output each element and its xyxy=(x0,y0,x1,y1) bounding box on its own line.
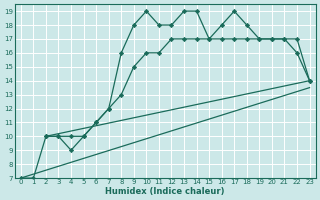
X-axis label: Humidex (Indice chaleur): Humidex (Indice chaleur) xyxy=(106,187,225,196)
